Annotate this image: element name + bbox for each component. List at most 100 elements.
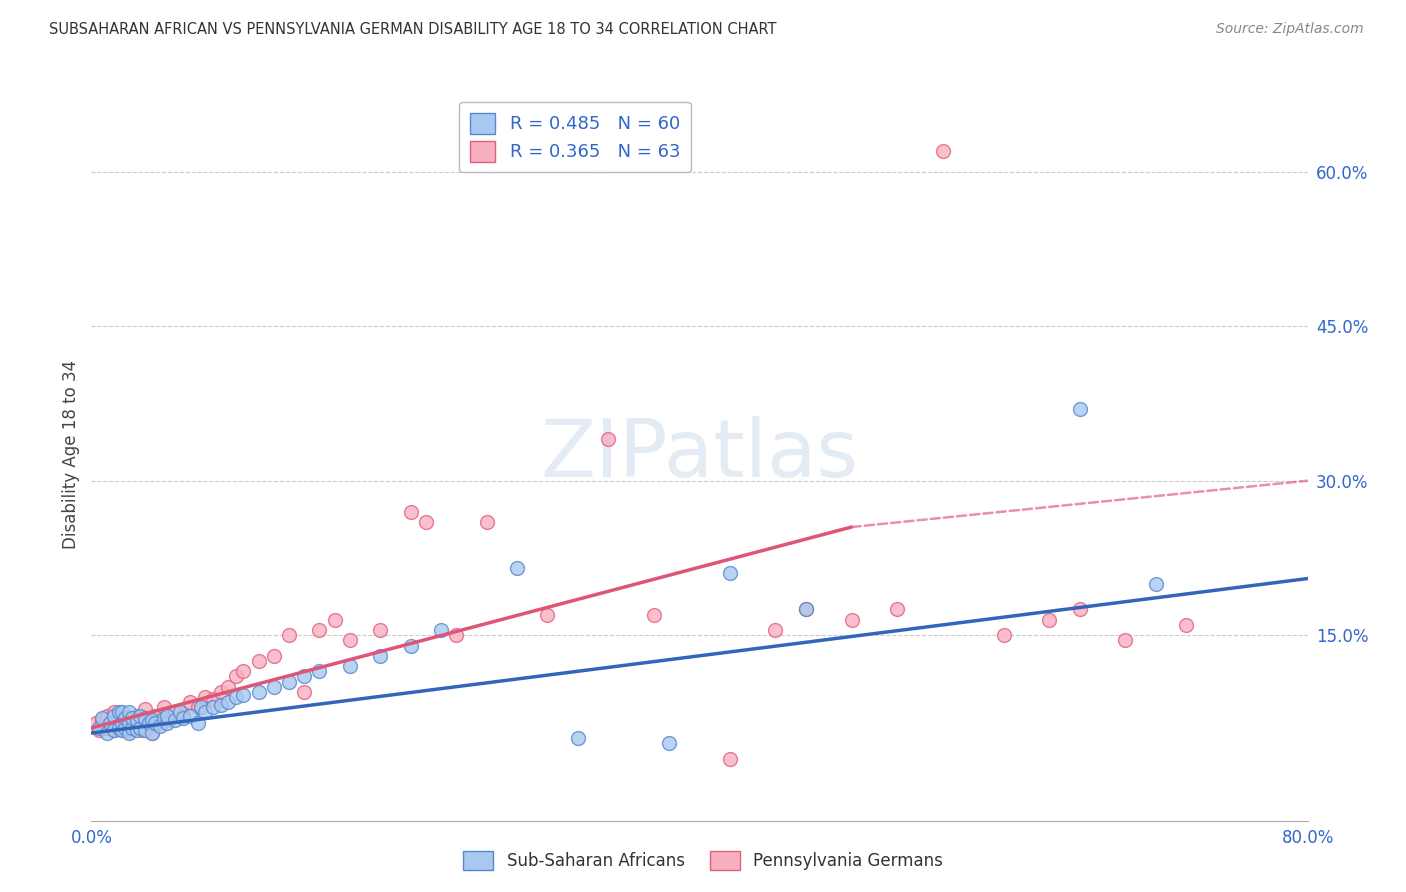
- Point: [278, 674, 301, 689]
- Point: [765, 623, 787, 637]
- Point: [129, 721, 152, 735]
- Point: [1114, 633, 1136, 648]
- Point: [1144, 576, 1167, 591]
- Point: [138, 715, 160, 730]
- Point: [96, 721, 118, 735]
- Point: [194, 706, 217, 720]
- Y-axis label: Disability Age 18 to 34: Disability Age 18 to 34: [62, 360, 80, 549]
- Point: [163, 713, 186, 727]
- Point: [111, 723, 134, 737]
- Point: [114, 708, 136, 723]
- Point: [91, 713, 114, 727]
- Point: [225, 690, 247, 704]
- Point: [187, 700, 209, 714]
- Point: [187, 715, 209, 730]
- Point: [217, 680, 239, 694]
- Point: [209, 685, 232, 699]
- Point: [247, 685, 270, 699]
- Point: [163, 706, 186, 720]
- Point: [118, 726, 141, 740]
- Legend: R = 0.485   N = 60, R = 0.365   N = 63: R = 0.485 N = 60, R = 0.365 N = 63: [460, 102, 692, 172]
- Point: [141, 713, 163, 727]
- Point: [153, 700, 176, 714]
- Point: [134, 715, 156, 730]
- Point: [84, 715, 107, 730]
- Point: [415, 515, 437, 529]
- Point: [87, 723, 110, 737]
- Point: [217, 695, 239, 709]
- Point: [993, 628, 1015, 642]
- Point: [1069, 401, 1091, 416]
- Point: [121, 721, 143, 735]
- Point: [339, 633, 361, 648]
- Point: [111, 715, 134, 730]
- Point: [278, 628, 301, 642]
- Point: [658, 736, 681, 750]
- Point: [98, 715, 121, 730]
- Point: [794, 602, 817, 616]
- Point: [114, 721, 136, 735]
- Point: [118, 723, 141, 737]
- Point: [506, 561, 529, 575]
- Point: [368, 623, 391, 637]
- Point: [399, 639, 422, 653]
- Point: [232, 665, 254, 679]
- Point: [96, 726, 118, 740]
- Point: [111, 723, 134, 737]
- Point: [114, 718, 136, 732]
- Point: [794, 602, 817, 616]
- Point: [292, 669, 315, 683]
- Point: [190, 700, 212, 714]
- Point: [292, 685, 315, 699]
- Point: [125, 723, 148, 737]
- Point: [536, 607, 558, 622]
- Point: [156, 715, 179, 730]
- Point: [263, 680, 285, 694]
- Point: [225, 669, 247, 683]
- Point: [598, 433, 620, 447]
- Point: [121, 711, 143, 725]
- Point: [134, 702, 156, 716]
- Point: [841, 613, 863, 627]
- Point: [138, 719, 160, 733]
- Point: [475, 515, 498, 529]
- Point: [399, 505, 422, 519]
- Point: [156, 713, 179, 727]
- Point: [141, 726, 163, 740]
- Legend: Sub-Saharan Africans, Pennsylvania Germans: Sub-Saharan Africans, Pennsylvania Germa…: [457, 844, 949, 877]
- Point: [129, 708, 152, 723]
- Point: [1174, 618, 1197, 632]
- Point: [149, 715, 172, 730]
- Point: [87, 721, 110, 735]
- Point: [368, 648, 391, 663]
- Point: [172, 708, 194, 723]
- Point: [107, 706, 129, 720]
- Point: [1038, 613, 1060, 627]
- Point: [339, 659, 361, 673]
- Point: [134, 723, 156, 737]
- Point: [103, 723, 125, 737]
- Point: [96, 708, 118, 723]
- Point: [430, 623, 453, 637]
- Point: [169, 706, 191, 720]
- Point: [308, 623, 330, 637]
- Point: [134, 711, 156, 725]
- Point: [103, 706, 125, 720]
- Point: [308, 665, 330, 679]
- Point: [444, 628, 467, 642]
- Point: [125, 708, 148, 723]
- Point: [156, 708, 179, 723]
- Point: [131, 723, 153, 737]
- Point: [567, 731, 589, 746]
- Point: [247, 654, 270, 668]
- Point: [111, 706, 134, 720]
- Point: [232, 688, 254, 702]
- Point: [141, 726, 163, 740]
- Point: [122, 715, 145, 730]
- Point: [202, 692, 225, 706]
- Point: [179, 695, 201, 709]
- Point: [643, 607, 665, 622]
- Point: [153, 711, 176, 725]
- Point: [118, 706, 141, 720]
- Point: [107, 721, 129, 735]
